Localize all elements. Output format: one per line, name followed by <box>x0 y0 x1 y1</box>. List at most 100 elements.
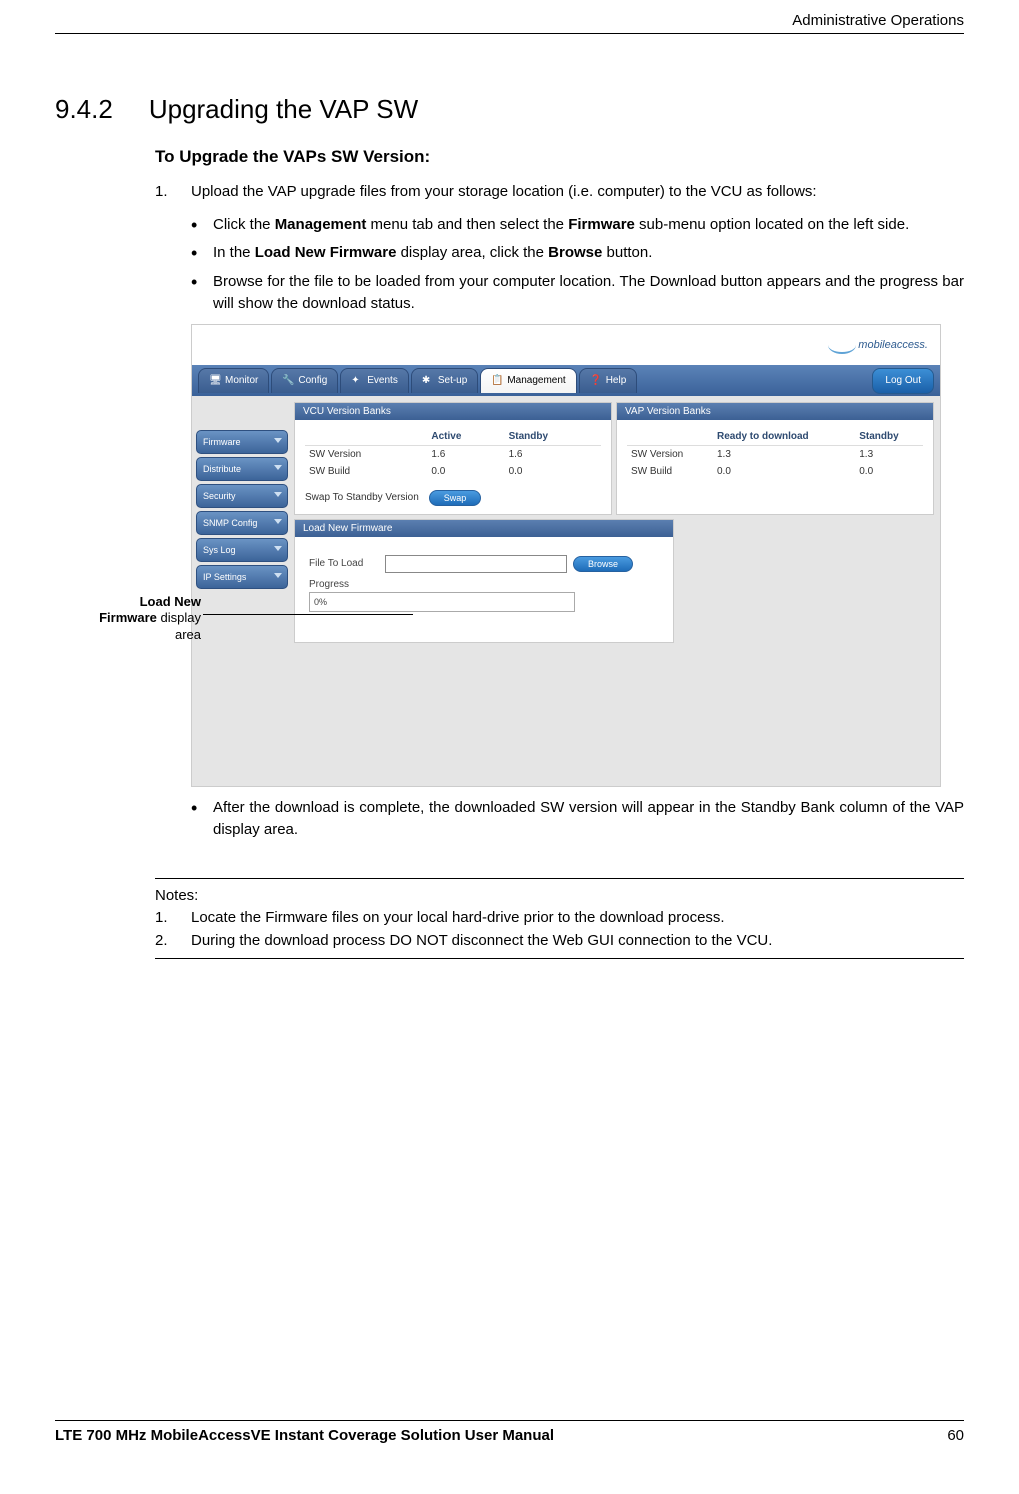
help-icon: ❓ <box>590 375 602 387</box>
footer-page-number: 60 <box>947 1427 964 1444</box>
progress-label: Progress <box>309 579 659 590</box>
vcu-r0c1: 1.6 <box>427 445 504 463</box>
callout-label: Load New Firmware display area <box>71 594 201 645</box>
swap-button[interactable]: Swap <box>429 490 482 506</box>
vap-panel: VAP Version Banks Ready to download Stan… <box>616 402 934 515</box>
note-1: 1. Locate the Firmware files on your loc… <box>155 907 964 930</box>
b1-pre: Click the <box>213 216 275 233</box>
b2-post: button. <box>602 244 652 261</box>
vcu-panel-title: VCU Version Banks <box>295 403 611 420</box>
vcu-col-blank <box>305 428 427 446</box>
logo-swoosh-icon <box>828 336 856 354</box>
sidebar-item-firmware[interactable]: Firmware <box>196 430 288 454</box>
notes-block: Notes: 1. Locate the Firmware files on y… <box>155 878 964 960</box>
sidebar-item-snmp[interactable]: SNMP Config <box>196 511 288 535</box>
screenshot-figure: Load New Firmware display area mobileacc… <box>191 324 964 787</box>
callout-line1: Load New <box>140 594 201 609</box>
b2-pre: In the <box>213 244 255 261</box>
app-logo-text: mobileaccess. <box>858 339 928 351</box>
section-number: 9.4.2 <box>55 94 113 125</box>
vcu-r1c0: SW Build <box>305 463 427 480</box>
app-window: mobileaccess. 🖥 Monitor 🔧 Config ✦Events ✱… <box>191 324 941 787</box>
vap-r0c0: SW Version <box>627 445 713 463</box>
logout-button[interactable]: Log Out <box>872 368 934 394</box>
progress-value: 0% <box>314 597 327 607</box>
vap-r0c2: 1.3 <box>855 445 923 463</box>
star-icon: ✦ <box>351 375 363 387</box>
nav-bar: 🖥 Monitor 🔧 Config ✦Events ✱Set-up 📋 Manage… <box>192 365 940 396</box>
vap-col-blank <box>627 428 713 446</box>
b1-bold2: Firmware <box>568 216 635 233</box>
bullet-4: After the download is complete, the down… <box>191 797 964 842</box>
step-1-text: Upload the VAP upgrade files from your s… <box>191 181 817 204</box>
callout-leader-line <box>203 614 413 615</box>
sidebar-item-syslog[interactable]: Sys Log <box>196 538 288 562</box>
wrench-icon: 🔧 <box>282 375 294 387</box>
table-row: SW Build 0.0 0.0 <box>305 463 601 480</box>
vcu-panel: VCU Version Banks Active Standby <box>294 402 612 515</box>
browse-button[interactable]: Browse <box>573 556 633 572</box>
vap-panel-title: VAP Version Banks <box>617 403 933 420</box>
sidebar-item-ip[interactable]: IP Settings <box>196 565 288 589</box>
notes-heading: Notes: <box>155 885 964 908</box>
vap-table: Ready to download Standby SW Version 1.3… <box>627 428 923 480</box>
tab-events[interactable]: ✦Events <box>340 368 409 393</box>
b2-bold2: Browse <box>548 244 602 261</box>
tab-help[interactable]: ❓ Help <box>579 368 638 393</box>
main-panels: VCU Version Banks Active Standby <box>292 396 940 786</box>
sidebar: Firmware Distribute Security SNMP Config… <box>192 396 292 786</box>
tab-monitor-label: Monitor <box>225 375 258 386</box>
vcu-r1c2: 0.0 <box>505 463 601 480</box>
section-title: Upgrading the VAP SW <box>149 94 418 124</box>
vcu-r1c1: 0.0 <box>427 463 504 480</box>
page-header: Administrative Operations <box>55 12 964 34</box>
section-heading: 9.4.2 Upgrading the VAP SW <box>55 94 964 125</box>
swap-label: Swap To Standby Version <box>305 492 419 503</box>
vap-col-ready: Ready to download <box>713 428 855 446</box>
tab-monitor[interactable]: 🖥 Monitor <box>198 368 269 393</box>
tab-management[interactable]: 📋 Management <box>480 368 576 393</box>
vap-r0c1: 1.3 <box>713 445 855 463</box>
file-input[interactable] <box>385 555 567 573</box>
b2-mid: display area, click the <box>396 244 548 261</box>
clipboard-icon: 📋 <box>491 375 503 387</box>
vap-r1c2: 0.0 <box>855 463 923 480</box>
vcu-r0c0: SW Version <box>305 445 427 463</box>
section-subtitle: To Upgrade the VAPs SW Version: <box>155 147 964 167</box>
callout-line2-bold: Firmware <box>99 610 157 625</box>
monitor-icon: 🖥 <box>209 375 221 387</box>
sidebar-item-distribute[interactable]: Distribute <box>196 457 288 481</box>
tab-config[interactable]: 🔧 Config <box>271 368 338 393</box>
bullet-1: Click the Management menu tab and then s… <box>191 214 964 237</box>
note-2-num: 2. <box>155 930 191 953</box>
vap-col-standby: Standby <box>855 428 923 446</box>
vcu-table: Active Standby SW Version 1.6 1.6 <box>305 428 601 480</box>
table-row: SW Version 1.3 1.3 <box>627 445 923 463</box>
table-row: SW Version 1.6 1.6 <box>305 445 601 463</box>
vap-r1c1: 0.0 <box>713 463 855 480</box>
sidebar-item-security[interactable]: Security <box>196 484 288 508</box>
bullet-3: Browse for the file to be loaded from yo… <box>191 271 964 316</box>
vcu-r0c2: 1.6 <box>505 445 601 463</box>
note-2-text: During the download process DO NOT disco… <box>191 930 772 953</box>
footer-manual-title: LTE 700 MHz MobileAccessVE Instant Cover… <box>55 1427 554 1444</box>
b1-mid: menu tab and then select the <box>366 216 568 233</box>
vap-r1c0: SW Build <box>627 463 713 480</box>
vcu-col-active: Active <box>427 428 504 446</box>
vcu-col-standby: Standby <box>505 428 601 446</box>
callout-line2-rest: display <box>157 610 201 625</box>
tab-help-label: Help <box>606 375 627 386</box>
bullet-2: In the Load New Firmware display area, c… <box>191 242 964 265</box>
b1-bold1: Management <box>275 216 367 233</box>
b1-post: sub-menu option located on the left side… <box>635 216 909 233</box>
tab-setup[interactable]: ✱Set-up <box>411 368 478 393</box>
load-firmware-panel: Load New Firmware File To Load Browse Pr… <box>294 519 674 643</box>
app-logo-row: mobileaccess. <box>192 325 940 365</box>
step-1: 1. Upload the VAP upgrade files from you… <box>155 181 964 204</box>
load-panel-title: Load New Firmware <box>295 520 673 537</box>
callout-line3: area <box>175 627 201 642</box>
table-row: SW Build 0.0 0.0 <box>627 463 923 480</box>
tab-management-label: Management <box>507 375 565 386</box>
note-2: 2. During the download process DO NOT di… <box>155 930 964 953</box>
tab-config-label: Config <box>298 375 327 386</box>
